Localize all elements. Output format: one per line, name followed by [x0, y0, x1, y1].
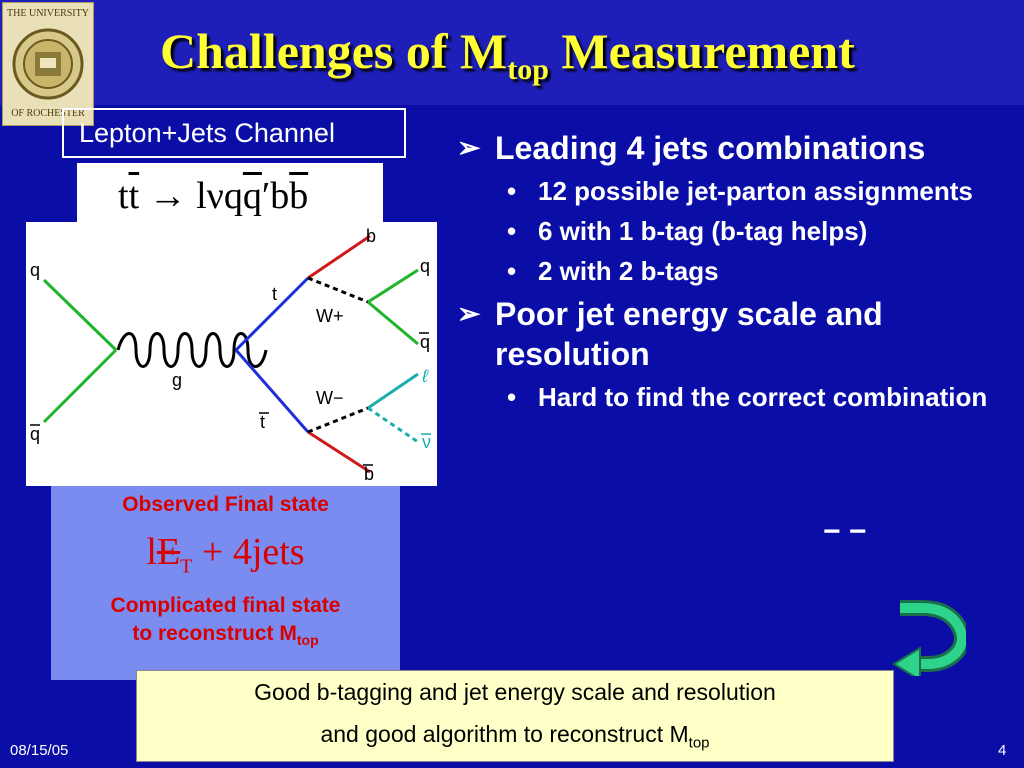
label-b: b: [366, 226, 376, 246]
eq-qbar: q: [242, 175, 262, 217]
decay-equation: tt → lνqq′bb: [118, 174, 308, 218]
channel-box: [62, 108, 406, 158]
bullet-jet-energy-scale: ➢ Poor jet energy scale and resolution: [457, 296, 883, 372]
channel-label: Lepton+Jets Channel: [79, 118, 335, 148]
footer-date: 08/15/05: [10, 742, 69, 759]
obs-eq-l: l: [146, 531, 157, 573]
label-t: t: [272, 284, 277, 304]
summary-box: Good b-tagging and jet energy scale and …: [136, 670, 894, 762]
bullet-dot-icon: •: [507, 216, 517, 246]
label-nu: ν: [422, 432, 431, 452]
page-number: 4: [998, 742, 1007, 759]
obs-eq-E: E: [156, 531, 181, 573]
observed-final-state-equation: lET + 4jets: [51, 530, 400, 579]
label-g: g: [172, 370, 182, 390]
title-bar: [0, 0, 1024, 105]
title-rest: Measurement: [548, 23, 855, 79]
obs-eq-T: T: [180, 555, 193, 578]
summary-line1: Good b-tagging and jet energy scale and …: [254, 679, 776, 705]
bullet-dot-icon: •: [507, 256, 517, 286]
sub-bullet-2: • 6 with 1 b-tag (b-tag helps): [507, 216, 868, 246]
sub-bullet-4: • Hard to find the correct combination: [507, 382, 988, 412]
label-wminus: W−: [316, 388, 344, 408]
eq-b1: b: [270, 175, 290, 217]
label-q-in: q: [30, 260, 40, 280]
sub-bullet-1: • 12 possible jet-parton assignments: [507, 176, 973, 206]
bullet-dot-icon: •: [507, 176, 517, 206]
u-turn-arrow-icon: [892, 600, 966, 676]
equation-box: [77, 163, 383, 225]
sub-bullet-3: • 2 with 2 b-tags: [507, 256, 719, 286]
bullet-dot-icon: •: [507, 382, 517, 412]
bullet-jet-combinations: ➢ Leading 4 jets combinations: [457, 130, 926, 166]
logo-top-text: THE UNIVERSITY: [7, 8, 89, 19]
logo-bottom-text: OF ROCHESTER: [11, 108, 85, 119]
obs-eq-rest: + 4jets: [192, 531, 305, 573]
eq-lvqq: lνq: [196, 175, 243, 217]
label-qbar-in: q: [30, 424, 40, 444]
label-wplus: W+: [316, 306, 344, 326]
comp-line2: to reconstruct Mtop: [132, 622, 319, 649]
title-subscript: top: [507, 53, 549, 86]
bullet-arrow-icon: ➢: [457, 132, 481, 163]
title-main: Challenges of M: [160, 23, 508, 79]
eq-arrow: →: [139, 175, 197, 217]
university-seal-logo: THE UNIVERSITY OF ROCHESTER: [2, 2, 94, 126]
label-qbar-out: q: [420, 332, 430, 352]
slide-title: Challenges of Mtop Measurement: [160, 22, 855, 87]
bullet-list: ➢ Leading 4 jets combinations • 12 possibl…: [455, 128, 1015, 420]
label-bbar: b: [364, 464, 374, 484]
feynman-diagram: q q g t t W+ W− b q q ℓ ν b: [26, 222, 437, 486]
complicated-final-state-text: Complicated final state to reconstruct Mt…: [51, 592, 400, 654]
observed-final-state-heading: Observed Final state: [122, 493, 329, 516]
label-lepton: ℓ: [421, 366, 429, 386]
stray-dashes: − −: [823, 515, 867, 548]
summary-line2: and good algorithm to reconstruct Mtop: [320, 721, 710, 752]
eq-tt: tt: [118, 175, 140, 217]
eq-prime: ′: [261, 175, 271, 217]
label-q-out: q: [420, 256, 430, 276]
comp-line1: Complicated final state: [110, 594, 341, 617]
label-tbar: t: [260, 412, 265, 432]
eq-b2: b: [289, 175, 309, 217]
bullet-arrow-icon: ➢: [457, 298, 481, 329]
